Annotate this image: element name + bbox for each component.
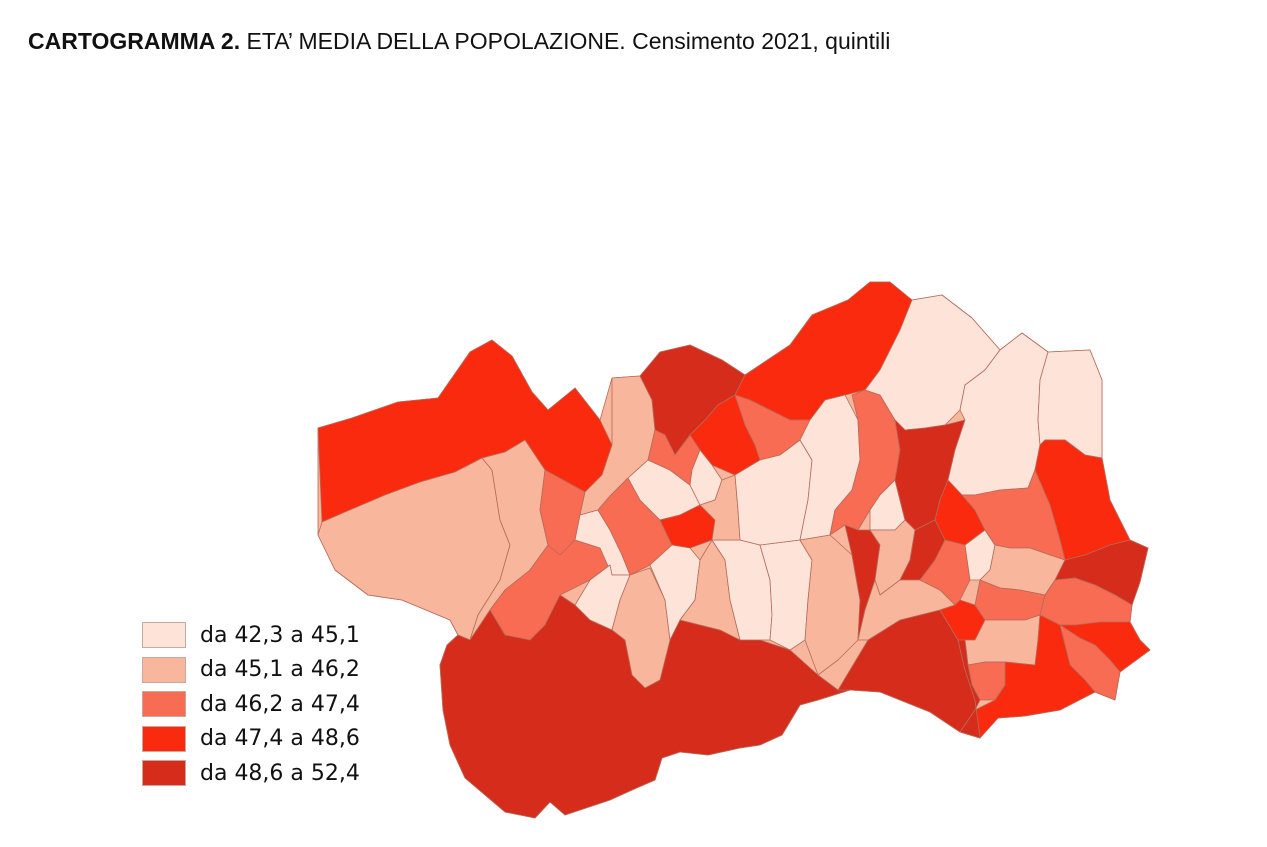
legend-item: da 42,3 a 45,1 (142, 618, 360, 653)
legend-swatch (142, 725, 186, 752)
map-legend: da 42,3 a 45,1 da 45,1 a 46,2 da 46,2 a … (142, 618, 360, 791)
legend-swatch (142, 760, 186, 787)
legend-item: da 46,2 a 47,4 (142, 687, 360, 722)
legend-label: da 47,4 a 48,6 (200, 726, 360, 752)
map-title-text: ETA’ MEDIA DELLA POPOLAZIONE. Censimento… (240, 28, 891, 54)
legend-item: da 45,1 a 46,2 (142, 653, 360, 688)
legend-label: da 45,1 a 46,2 (200, 657, 360, 683)
legend-item: da 47,4 a 48,6 (142, 722, 360, 757)
map-title: CARTOGRAMMA 2. ETA’ MEDIA DELLA POPOLAZI… (28, 28, 890, 55)
legend-label: da 46,2 a 47,4 (200, 691, 360, 717)
region (799, 534, 861, 676)
legend-label: da 42,3 a 45,1 (200, 622, 360, 648)
legend-label: da 48,6 a 52,4 (200, 760, 360, 786)
legend-item: da 48,6 a 52,4 (142, 756, 360, 791)
region (439, 594, 851, 819)
region (957, 639, 981, 739)
map-title-bold: CARTOGRAMMA 2. (28, 28, 241, 54)
legend-swatch (142, 691, 186, 718)
legend-swatch (142, 656, 186, 683)
legend-swatch (142, 622, 186, 649)
